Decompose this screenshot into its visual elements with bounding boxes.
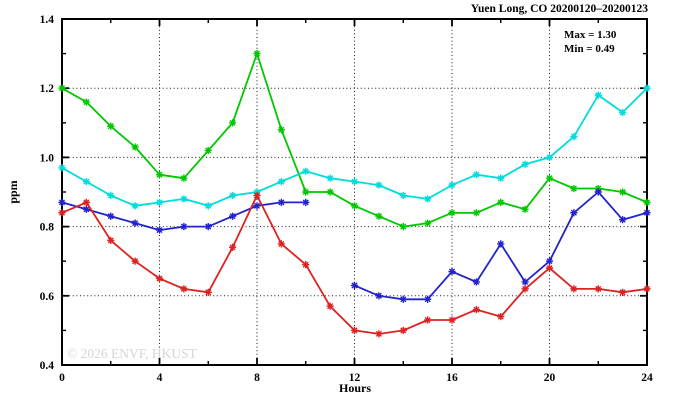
x-axis-label: Hours <box>339 381 371 395</box>
series-blue-markers <box>58 188 651 303</box>
x-tick-label: 20 <box>544 372 556 384</box>
chart-title: Yuen Long, CO 20200120–20200123 <box>471 3 648 15</box>
x-tick-label: 4 <box>157 372 163 384</box>
watermark-text: © 2026 ENVF, HKUST <box>67 346 198 361</box>
y-tick-label: 1.2 <box>40 83 55 95</box>
annotation-min: Min = 0.49 <box>564 43 615 55</box>
y-tick-label: 0.6 <box>40 291 55 303</box>
y-tick-label: 0.8 <box>40 222 55 234</box>
series-red-markers <box>58 191 651 338</box>
x-tick-label: 0 <box>59 372 65 384</box>
y-tick-label: 1.0 <box>40 152 55 164</box>
annotation-max: Max = 1.30 <box>564 29 617 41</box>
x-tick-label: 12 <box>349 372 361 384</box>
y-tick-label: 1.4 <box>40 14 55 26</box>
x-tick-label: 8 <box>254 372 260 384</box>
x-tick-label: 16 <box>446 372 458 384</box>
series-green-line <box>61 52 648 228</box>
plot-area: 0 4 8 12 16 20 24 0.4 0.6 0.8 1.0 1.2 1.4 <box>40 14 653 384</box>
x-tick-label: 24 <box>641 372 653 384</box>
plot-box <box>61 18 648 366</box>
y-axis-label: ppm <box>6 180 20 203</box>
y-tick-label: 0.4 <box>40 360 55 372</box>
